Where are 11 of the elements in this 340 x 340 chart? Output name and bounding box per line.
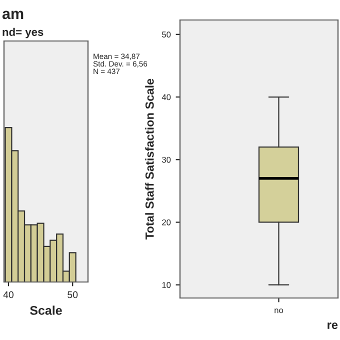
y-tick-label: 20 <box>162 219 171 226</box>
chart-subtitle: nd= yes <box>2 28 44 38</box>
y-tick-label: 40 <box>162 94 171 100</box>
y-tick-label: 10 <box>162 282 171 288</box>
y-tick-label: 50 <box>162 32 171 38</box>
x-tick-label: no <box>274 308 284 314</box>
chart-title: am <box>2 10 24 20</box>
x-axis-title: Scale <box>30 306 62 315</box>
x-axis-title: re <box>328 322 338 330</box>
y-tick-label: 30 <box>162 156 171 163</box>
y-axis-title: Total Staff Satisfaction Scale <box>145 78 154 240</box>
